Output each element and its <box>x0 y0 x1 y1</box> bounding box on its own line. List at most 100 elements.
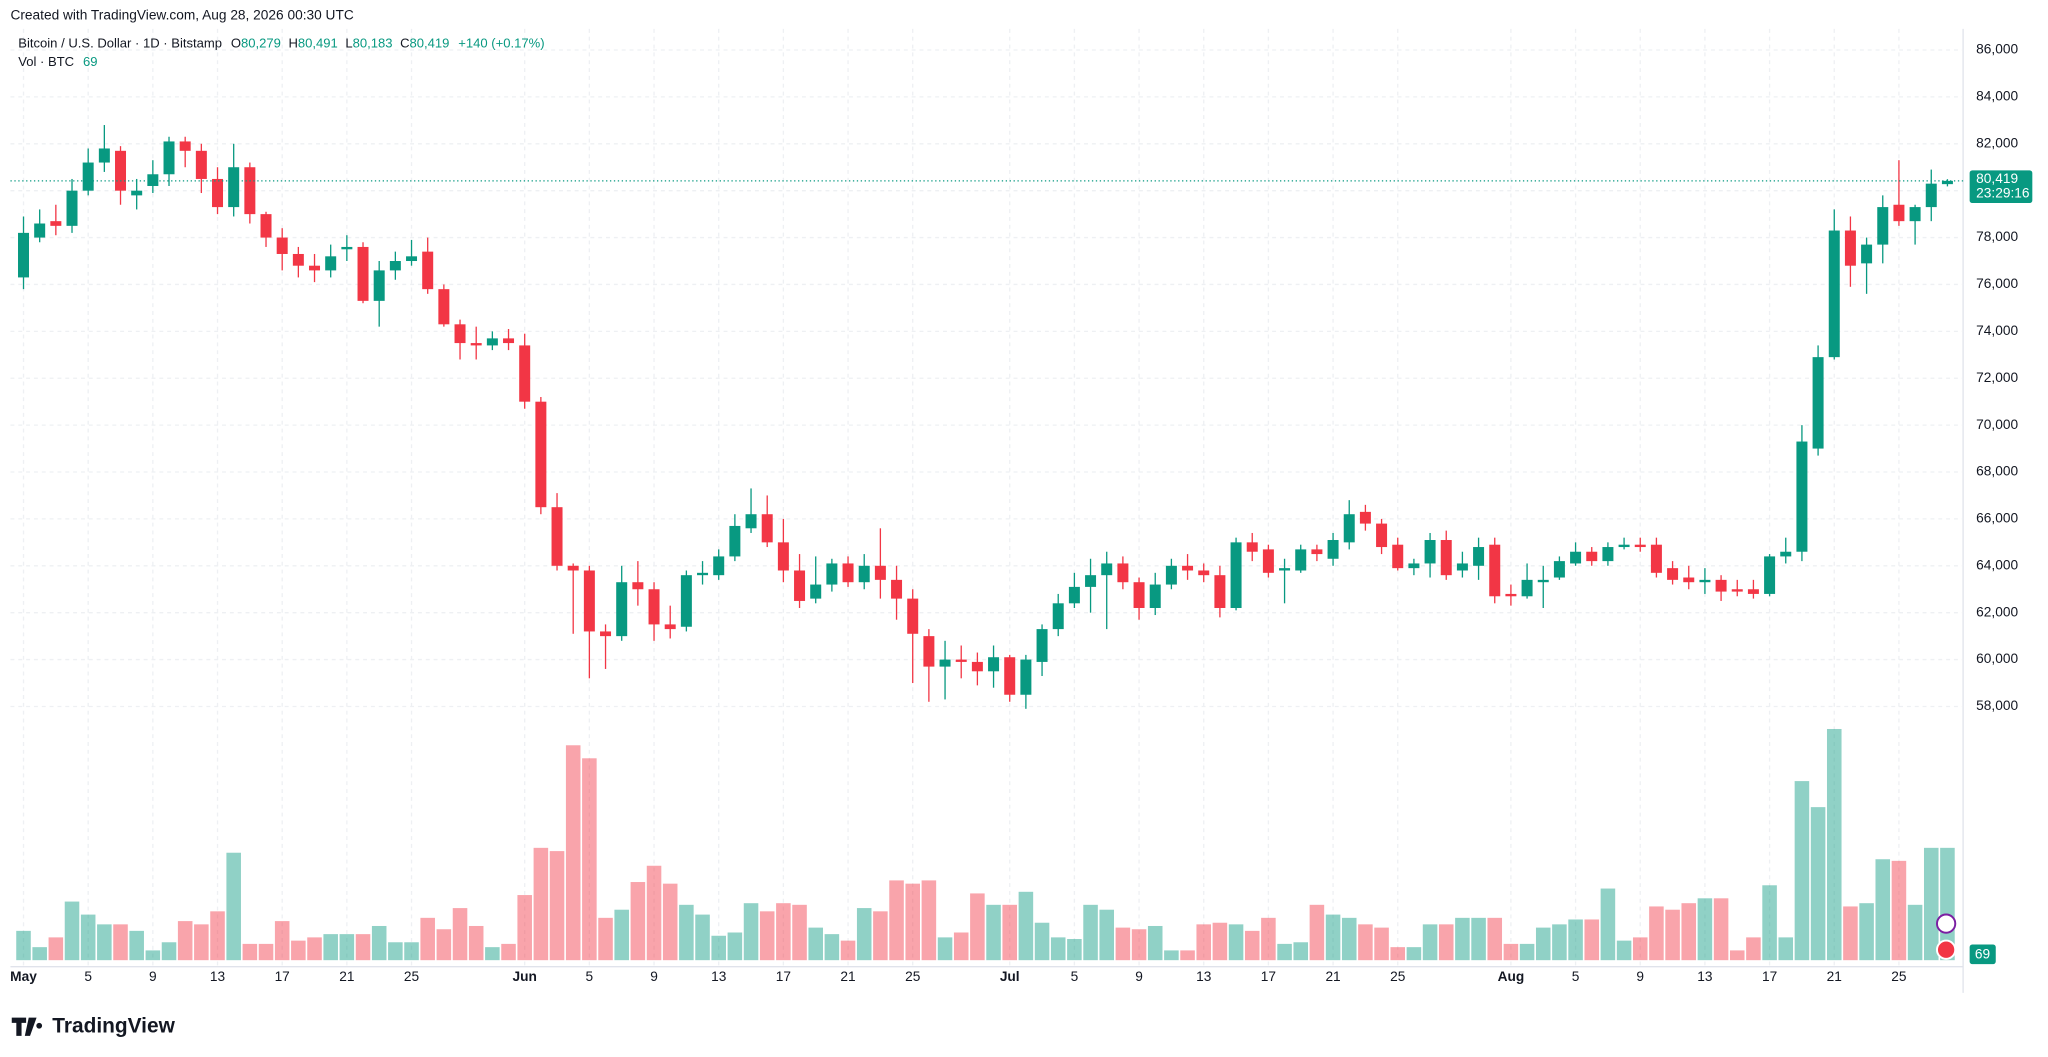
x-tick-label: 5 <box>1071 969 1079 984</box>
legend-value: 80,491 <box>298 36 338 51</box>
volume-bar <box>565 745 581 961</box>
legend-key: C <box>400 36 409 51</box>
candle-body <box>1376 523 1388 548</box>
volume-bar <box>1196 924 1212 961</box>
volume-bar <box>1519 943 1535 961</box>
legend-value: 80,279 <box>241 36 281 51</box>
candle-body <box>761 514 773 543</box>
volume-bar <box>1535 927 1551 961</box>
volume-bar <box>485 947 500 961</box>
x-tick-label: May <box>10 969 37 984</box>
volume-bar <box>145 950 161 961</box>
volume-bar <box>1681 903 1697 961</box>
candle-body <box>1052 603 1064 630</box>
candle-body <box>422 251 434 290</box>
candle-body <box>1262 549 1274 573</box>
volume-bar <box>226 852 241 961</box>
x-tick-label: 13 <box>711 969 727 984</box>
volume-bar <box>1471 917 1486 961</box>
y-tick-label: 74,000 <box>1976 323 2018 338</box>
volume-bar <box>1552 924 1567 961</box>
candle-body <box>82 162 94 191</box>
volume-bar <box>1907 904 1923 961</box>
candle-body <box>1117 563 1129 583</box>
candle-body <box>1505 593 1517 597</box>
x-tick-label: 9 <box>1135 969 1143 984</box>
x-tick-label: 5 <box>586 969 594 984</box>
candle-body <box>1747 589 1759 594</box>
volume-bar <box>695 914 710 961</box>
candle-body <box>1683 577 1695 583</box>
candle-body <box>1812 357 1824 449</box>
volume-bar <box>1826 728 1842 961</box>
candle-body <box>1780 551 1792 557</box>
volume-pane <box>16 728 1955 961</box>
volume-bar <box>1584 919 1600 961</box>
candle-body <box>874 565 886 580</box>
volume-bar <box>1293 942 1309 961</box>
candle-body <box>470 343 482 346</box>
y-tick-label: 70,000 <box>1976 417 2018 432</box>
volume-bar <box>129 930 144 961</box>
candle-body <box>1553 561 1565 578</box>
volume-bar <box>32 947 47 961</box>
candle-body <box>1667 568 1679 580</box>
candle-body <box>34 223 46 238</box>
volume-bar <box>16 930 31 961</box>
legend-change: +140 (+0.17%) <box>458 36 544 51</box>
volume-bar <box>1131 929 1147 961</box>
volume-bar <box>905 883 920 961</box>
volume-bar <box>921 880 937 961</box>
x-tick-label: 21 <box>1827 969 1842 984</box>
candle-body <box>988 657 1000 672</box>
x-tick-label: Jun <box>513 969 537 984</box>
candle-body <box>1796 441 1808 552</box>
candle-body <box>357 246 369 301</box>
x-tick-label: 17 <box>275 969 290 984</box>
price-pane <box>10 125 1964 709</box>
candle-body <box>1359 511 1371 524</box>
volume-bar <box>307 937 322 961</box>
volume-bar <box>194 924 209 961</box>
candle-body <box>1650 544 1662 573</box>
candle-body <box>1634 544 1646 548</box>
volume-bar <box>970 893 985 961</box>
legend-key: O <box>231 36 241 51</box>
volume-bar <box>1002 904 1017 961</box>
brand: TradingView <box>11 1014 176 1037</box>
candle-body <box>325 256 337 271</box>
candle-body <box>1327 540 1339 559</box>
volume-bar <box>1859 903 1874 961</box>
volume-bar <box>97 924 112 961</box>
y-tick-label: 86,000 <box>1976 42 2018 57</box>
y-tick-label: 60,000 <box>1976 651 2018 666</box>
candle-body <box>18 232 30 278</box>
candle-body <box>341 246 353 250</box>
candle-body <box>939 659 951 667</box>
x-tick-label: 17 <box>1762 969 1777 984</box>
volume-bar <box>873 911 888 961</box>
candle-body <box>244 167 256 215</box>
x-tick-label: 25 <box>404 969 420 984</box>
candle-body <box>1133 582 1145 608</box>
candle-body <box>50 221 62 226</box>
volume-bar <box>404 942 419 961</box>
x-tick-label: 25 <box>1390 969 1406 984</box>
legend: Bitcoin / U.S. Dollar · 1D · Bitstamp O8… <box>18 36 544 51</box>
volume-bar <box>258 943 274 961</box>
candle-body <box>923 636 935 667</box>
candle-body <box>503 338 515 344</box>
volume-bar <box>1843 906 1858 961</box>
volume-bar <box>776 903 791 961</box>
x-tick-label: 9 <box>1636 969 1644 984</box>
volume-bar <box>1649 906 1664 961</box>
candle-body <box>373 270 385 301</box>
x-tick-label: 17 <box>1261 969 1276 984</box>
x-tick-label: 9 <box>149 969 157 984</box>
volume-bar <box>1438 924 1454 961</box>
x-tick-label: Jul <box>1000 969 1020 984</box>
volume-bar <box>646 865 662 961</box>
candle-body <box>1537 579 1549 583</box>
candle-body <box>680 575 692 627</box>
